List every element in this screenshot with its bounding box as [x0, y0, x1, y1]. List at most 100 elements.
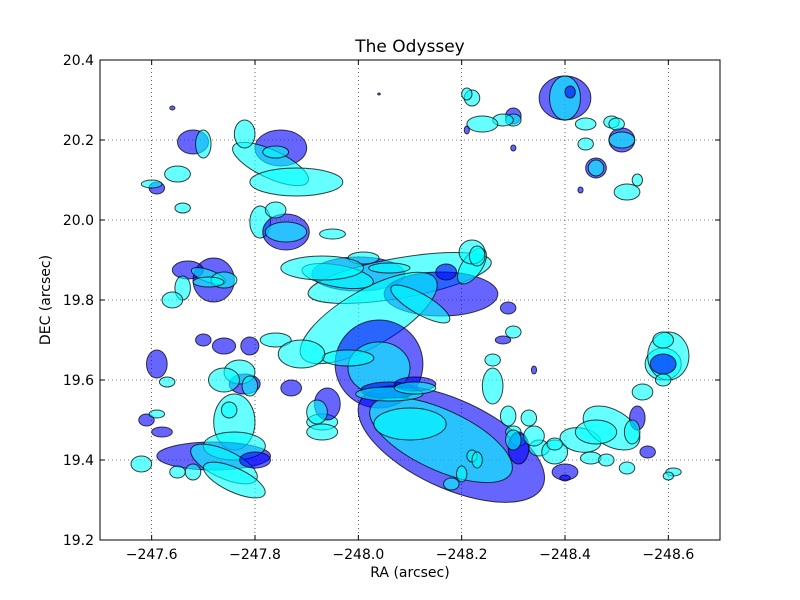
- cyan-ellipse-marker: [208, 367, 240, 393]
- blue-ellipse-marker: [169, 105, 176, 111]
- cyan-ellipse-marker: [319, 228, 346, 240]
- cyan-ellipse-marker: [520, 409, 538, 427]
- cyan-ellipse-marker: [241, 375, 259, 397]
- blue-ellipse-marker: [280, 379, 302, 397]
- cyan-ellipse-marker: [505, 325, 522, 339]
- cyan-ellipse-marker: [164, 165, 191, 183]
- y-tick-label: 20.0: [63, 213, 94, 229]
- cyan-ellipse-marker: [662, 471, 674, 481]
- cyan-ellipse-marker: [652, 331, 675, 349]
- cyan-ellipse-marker: [574, 117, 597, 131]
- cyan-ellipse-marker: [130, 455, 153, 473]
- blue-ellipse-marker: [239, 451, 271, 469]
- blue-ellipse-marker: [195, 333, 212, 347]
- blue-ellipse-marker: [494, 335, 512, 345]
- cyan-ellipse-marker: [169, 465, 186, 479]
- blue-ellipse-marker: [151, 426, 173, 438]
- blue-ellipse-marker: [435, 263, 457, 281]
- cyan-ellipse-marker: [481, 367, 504, 405]
- cyan-ellipse-marker: [264, 221, 308, 243]
- cyan-ellipse-marker: [523, 425, 545, 447]
- cyan-ellipse-marker: [608, 131, 636, 149]
- cyan-ellipse-marker: [471, 451, 483, 469]
- cyan-ellipse-marker: [321, 349, 375, 367]
- cyan-ellipse-marker: [499, 405, 517, 427]
- cyan-ellipse-marker: [233, 119, 256, 149]
- cyan-ellipse-marker: [192, 276, 225, 288]
- cyan-ellipse-marker: [574, 419, 618, 445]
- x-tick-label: −247.6: [126, 547, 178, 563]
- chart-title: The Odyssey: [354, 37, 465, 57]
- cyan-ellipse-marker: [549, 75, 581, 121]
- cyan-ellipse-marker: [468, 245, 486, 267]
- cyan-ellipse-marker: [577, 137, 594, 151]
- cyan-ellipse-marker: [220, 401, 238, 419]
- blue-ellipse-marker: [138, 413, 155, 427]
- cyan-ellipse-marker: [580, 451, 602, 465]
- cyan-ellipse-marker: [184, 463, 202, 481]
- y-axis-label: DEC (arcsec): [38, 255, 54, 345]
- cyan-ellipse-marker: [280, 255, 364, 281]
- y-tick-label: 19.2: [63, 533, 94, 549]
- y-tick-label: 19.4: [63, 453, 94, 469]
- cyan-ellipse-marker: [631, 173, 643, 187]
- cyan-ellipse-marker: [466, 115, 499, 133]
- blue-ellipse-marker: [577, 186, 584, 194]
- y-tick-label: 20.4: [63, 53, 94, 69]
- y-tick-label: 20.2: [63, 133, 94, 149]
- cyan-ellipse-marker: [277, 339, 326, 369]
- x-tick-label: −248.0: [332, 547, 384, 563]
- cyan-ellipse-marker: [390, 284, 451, 324]
- x-tick-label: −247.8: [229, 547, 281, 563]
- blue-ellipse-marker: [499, 301, 517, 315]
- cyan-ellipse-marker: [613, 183, 641, 201]
- cyan-ellipse-marker: [264, 201, 287, 219]
- cyan-ellipse-marker: [262, 145, 290, 159]
- x-tick-label: −248.6: [642, 547, 694, 563]
- blue-ellipse-marker: [377, 92, 381, 96]
- cyan-ellipse-marker: [373, 407, 447, 441]
- blue-ellipse-marker: [463, 125, 470, 135]
- cyan-ellipse-marker: [148, 409, 166, 419]
- cyan-ellipse-marker: [202, 461, 266, 499]
- blue-ellipse-marker: [649, 353, 677, 375]
- cyan-ellipse-marker: [195, 129, 212, 159]
- cyan-ellipse-marker: [368, 262, 411, 274]
- cyan-ellipse-marker: [158, 376, 176, 388]
- cyan-ellipse-marker: [306, 423, 339, 441]
- cyan-ellipse-marker: [394, 381, 437, 395]
- cyan-ellipse-marker: [505, 429, 522, 451]
- cyan-ellipse-marker: [608, 117, 625, 131]
- blue-ellipse-marker: [530, 365, 538, 375]
- cyan-ellipse-marker: [443, 477, 460, 491]
- cyan-ellipse-marker: [631, 383, 654, 401]
- blue-ellipse-marker: [639, 445, 656, 459]
- cyan-ellipse-marker: [461, 87, 473, 101]
- x-tick-label: −248.2: [436, 547, 488, 563]
- cyan-ellipse-marker: [456, 465, 468, 483]
- blue-ellipse-marker: [510, 144, 517, 152]
- blue-ellipse-marker: [240, 336, 260, 356]
- cyan-ellipse-marker: [598, 453, 615, 467]
- ticks: −247.6 −247.8 −248.0 −248.2 −248.4 −248.6 19.2…: [63, 53, 720, 563]
- x-axis-label: RA (arcsec): [370, 565, 449, 581]
- blue-ellipse-marker: [146, 349, 168, 379]
- cyan-ellipse-marker: [161, 291, 184, 309]
- ellipse-layer: [130, 75, 690, 503]
- cyan-ellipse-marker: [306, 399, 328, 425]
- cyan-ellipse-marker: [249, 167, 344, 197]
- cyan-ellipse-marker: [618, 461, 636, 475]
- cyan-ellipse-marker: [140, 179, 163, 189]
- blue-ellipse-marker: [211, 337, 237, 355]
- cyan-ellipse-marker: [174, 202, 191, 214]
- x-tick-label: −248.4: [539, 547, 591, 563]
- cyan-ellipse-marker: [484, 353, 501, 367]
- cyan-ellipse-marker: [259, 332, 292, 348]
- cyan-ellipse-marker: [546, 437, 563, 451]
- cyan-ellipse-marker: [587, 159, 605, 177]
- y-tick-label: 19.6: [63, 373, 94, 389]
- cyan-ellipse-marker: [654, 373, 672, 387]
- cyan-ellipse-marker: [623, 419, 641, 445]
- blue-ellipse-marker: [559, 474, 571, 482]
- y-tick-label: 19.8: [63, 293, 94, 309]
